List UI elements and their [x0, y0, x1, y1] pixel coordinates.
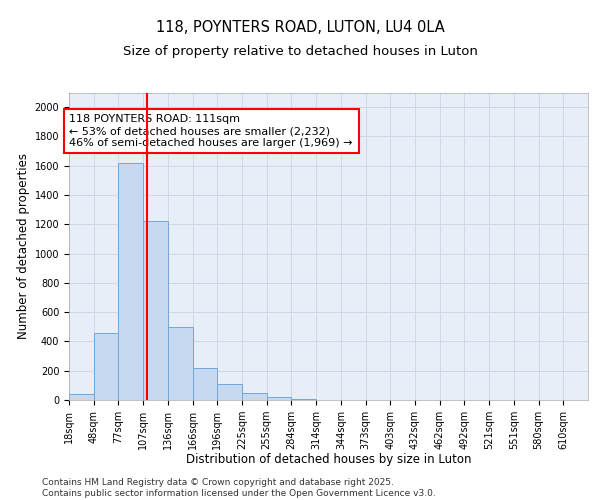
Text: Size of property relative to detached houses in Luton: Size of property relative to detached ho… — [122, 45, 478, 58]
Bar — [143, 222, 168, 400]
Text: 118, POYNTERS ROAD, LUTON, LU4 0LA: 118, POYNTERS ROAD, LUTON, LU4 0LA — [155, 20, 445, 35]
Text: 118 POYNTERS ROAD: 111sqm
← 53% of detached houses are smaller (2,232)
46% of se: 118 POYNTERS ROAD: 111sqm ← 53% of detac… — [70, 114, 353, 148]
Bar — [168, 327, 193, 400]
Bar — [94, 332, 118, 400]
Y-axis label: Number of detached properties: Number of detached properties — [17, 153, 31, 339]
Text: Contains HM Land Registry data © Crown copyright and database right 2025.
Contai: Contains HM Land Registry data © Crown c… — [42, 478, 436, 498]
Bar — [118, 163, 143, 400]
Bar — [193, 368, 217, 400]
Bar — [69, 394, 94, 400]
Bar — [217, 384, 242, 400]
Bar — [267, 397, 292, 400]
Bar — [242, 394, 267, 400]
X-axis label: Distribution of detached houses by size in Luton: Distribution of detached houses by size … — [186, 454, 471, 466]
